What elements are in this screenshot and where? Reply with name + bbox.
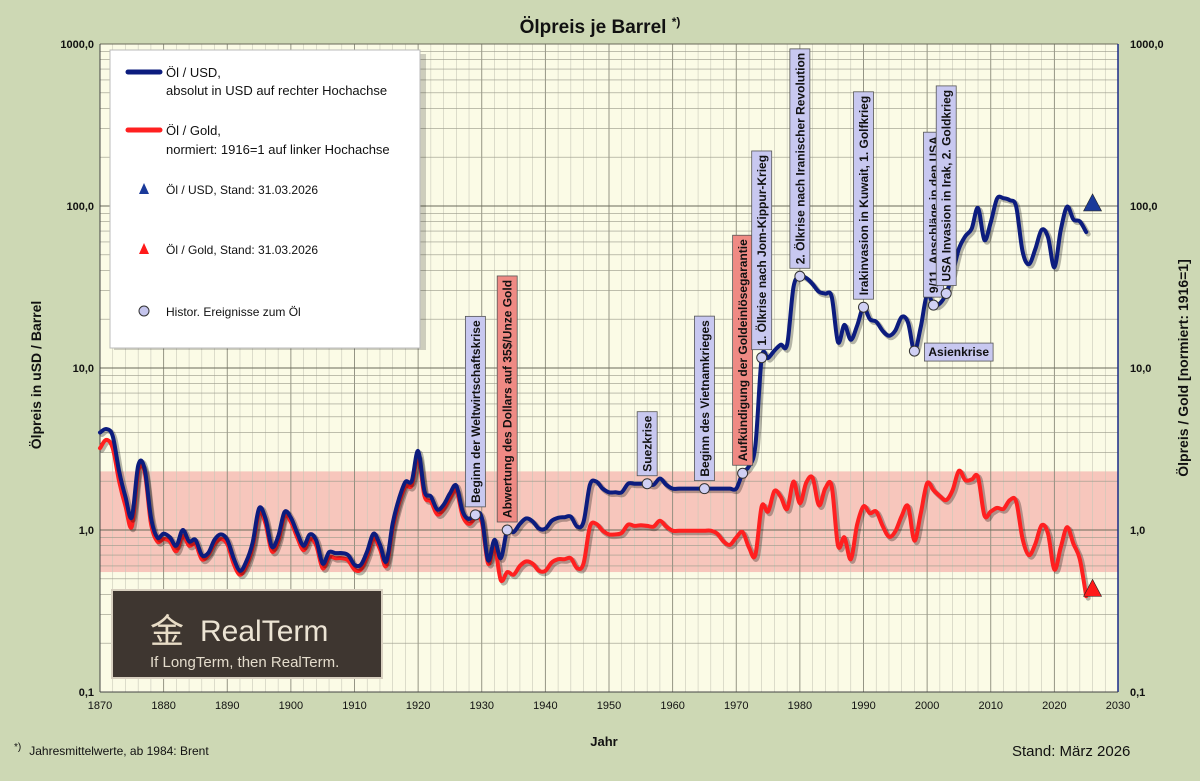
legend-usd-line2: absolut in USD auf rechter Hochachse (166, 83, 387, 98)
event-marker (698, 483, 710, 495)
y-axis-left-label: Ölpreis in uSD / Barrel (28, 301, 44, 450)
event-annotation: 2. Ölkrise nach Iranischer Revolution (789, 48, 811, 269)
x-tick-label: 2020 (1042, 700, 1066, 712)
event-marker (756, 352, 768, 364)
event-label-box (935, 85, 957, 286)
realterm-logo: 金 RealTerm If LongTerm, then RealTerm. (111, 589, 383, 679)
y-tick-label-left: 1,0 (79, 525, 94, 537)
event-label: Beginn des Vietnamkrieges (698, 320, 712, 477)
event-annotation: Beginn des Vietnamkrieges (694, 315, 715, 482)
y-axis-right-label: Ölpreis / Gold [normiert: 1916=1] (1175, 259, 1191, 476)
event-label: Suezkrise (641, 415, 655, 471)
event-annotation: Aufkündigung der Goldeinlösegarantie (732, 234, 754, 466)
legend-gold-triangle-icon (139, 243, 149, 254)
legend-box (109, 49, 421, 349)
stand-marker-gold (1083, 578, 1103, 597)
x-tick-label: 1940 (533, 700, 557, 712)
y-tick-label-left: 100,0 (66, 201, 94, 213)
legend-gold-line1: Öl / Gold, (166, 123, 221, 138)
x-tick-label: 1970 (724, 700, 748, 712)
event-label-box (853, 91, 874, 300)
x-tick-label: 1960 (660, 700, 684, 712)
event-label: Abwertung des Dollars auf 35$/Unze Gold (501, 280, 515, 518)
event-annotation: Abwertung des Dollars auf 35$/Unze Gold (496, 275, 518, 523)
legend-usd-line1: Öl / USD, (166, 65, 221, 80)
logo-tagline: If LongTerm, then RealTerm. (150, 654, 339, 671)
y-tick-label-left: 0,1 (79, 687, 94, 699)
event-annotation: USA Invasion in Irak, 2. Goldkrieg (935, 85, 957, 286)
legend-gold-stand: Öl / Gold, Stand: 31.03.2026 (166, 243, 318, 257)
legend-gold-line2: normiert: 1916=1 auf linker Hochachse (166, 142, 390, 157)
x-tick-label: 1980 (788, 700, 812, 712)
event-label: Aufkündigung der Goldeinlösegarantie (736, 239, 750, 461)
event-label-box (464, 315, 486, 508)
x-tick-label: 1880 (151, 700, 175, 712)
stand-marker-usd (1083, 193, 1103, 212)
y-tick-label-right: 100,0 (1130, 201, 1158, 213)
event-label-box (751, 150, 773, 351)
event-label: Asienkrise (928, 345, 989, 359)
logo-glyph: 金 (150, 613, 184, 651)
legend-events: Histor. Ereignisse zum Öl (166, 305, 301, 319)
y-tick-label-right: 1,0 (1130, 525, 1145, 537)
x-tick-label: 2030 (1106, 700, 1130, 712)
y-tick-label-left: 1000,0 (60, 39, 94, 51)
event-marker (908, 345, 920, 357)
x-tick-label: 1990 (851, 700, 875, 712)
event-label: USA Invasion in Irak, 2. Goldkrieg (940, 90, 954, 282)
event-label: Beginn der Weltwirtschaftskrise (469, 320, 483, 503)
legend-event-circle-icon (138, 305, 150, 317)
event-marker (501, 524, 513, 536)
event-label-box (496, 275, 518, 523)
event-label-box (789, 48, 811, 269)
event-label-box (694, 315, 715, 482)
event-marker (737, 467, 749, 479)
event-layer: Beginn der Weltwirtschaftskrise Abwertung… (464, 48, 994, 536)
x-tick-label: 1920 (406, 700, 430, 712)
event-marker (858, 301, 869, 313)
x-tick-label: 2000 (915, 700, 939, 712)
event-marker (927, 299, 939, 311)
y-tick-label-right: 10,0 (1130, 363, 1151, 375)
event-marker (940, 288, 952, 300)
legend-usd-stand: Öl / USD, Stand: 31.03.2026 (166, 183, 318, 197)
marker-layer (1083, 193, 1103, 597)
y-tick-label-right: 1000,0 (1130, 39, 1164, 51)
x-tick-label: 1910 (342, 700, 366, 712)
event-annotation: 1. Ölkrise nach Jom-Kippur-Krieg (751, 150, 773, 351)
event-label-box (636, 411, 658, 477)
x-tick-label: 1930 (470, 700, 494, 712)
axis-layer: 1000,0 1000,0 100,0 100,0 10,0 10,0 1,0 1,0 0,1 0… (60, 39, 1163, 712)
event-label: 2. Ölkrise nach Iranischer Revolution (792, 53, 807, 264)
event-annotation: Beginn der Weltwirtschaftskrise (464, 315, 486, 508)
y-tick-label-left: 10,0 (73, 363, 94, 375)
x-tick-label: 1870 (88, 700, 112, 712)
x-axis-label: Jahr (590, 734, 617, 749)
event-label: 1. Ölkrise nach Jom-Kippur-Krieg (754, 155, 769, 346)
event-marker (641, 478, 653, 490)
legend: Öl / USD, absolut in USD auf rechter Hoc… (109, 49, 426, 350)
event-label: Irakinvasion in Kuwait, 1. Golfkrieg (857, 96, 871, 295)
event-marker (794, 270, 806, 282)
logo-name: RealTerm (200, 615, 328, 648)
event-annotation: Irakinvasion in Kuwait, 1. Golfkrieg (853, 91, 874, 300)
event-marker (469, 509, 481, 521)
y-tick-label-right: 0,1 (1130, 687, 1145, 699)
series-line-usd (98, 194, 1089, 573)
footnote: *) Jahresmittelwerte, ab 1984: Brent (14, 742, 209, 758)
chart-title: Ölpreis je Barrel *) (520, 15, 681, 38)
event-label-box (924, 342, 994, 362)
stand-date: Stand: März 2026 (1012, 743, 1130, 760)
event-label-box (732, 234, 754, 466)
series-layer (98, 194, 1091, 601)
x-tick-label: 1900 (279, 700, 303, 712)
x-tick-label: 2010 (979, 700, 1003, 712)
event-annotation: Suezkrise (636, 411, 658, 477)
legend-usd-triangle-icon (139, 183, 149, 194)
logo-box (111, 589, 383, 679)
x-tick-label: 1890 (215, 700, 239, 712)
x-tick-label: 1950 (597, 700, 621, 712)
